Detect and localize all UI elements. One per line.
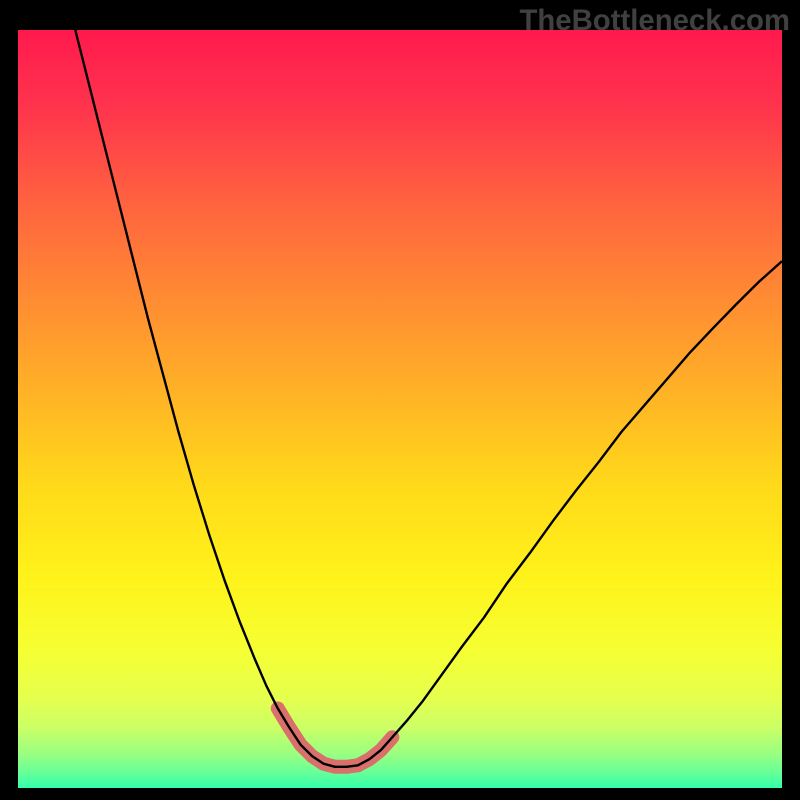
bottleneck-curves (18, 30, 782, 788)
figure-root: TheBottleneck.com (0, 0, 800, 800)
plot-area (18, 30, 782, 788)
watermark-label: TheBottleneck.com (519, 4, 790, 38)
main-bottleneck-curve (75, 30, 782, 767)
